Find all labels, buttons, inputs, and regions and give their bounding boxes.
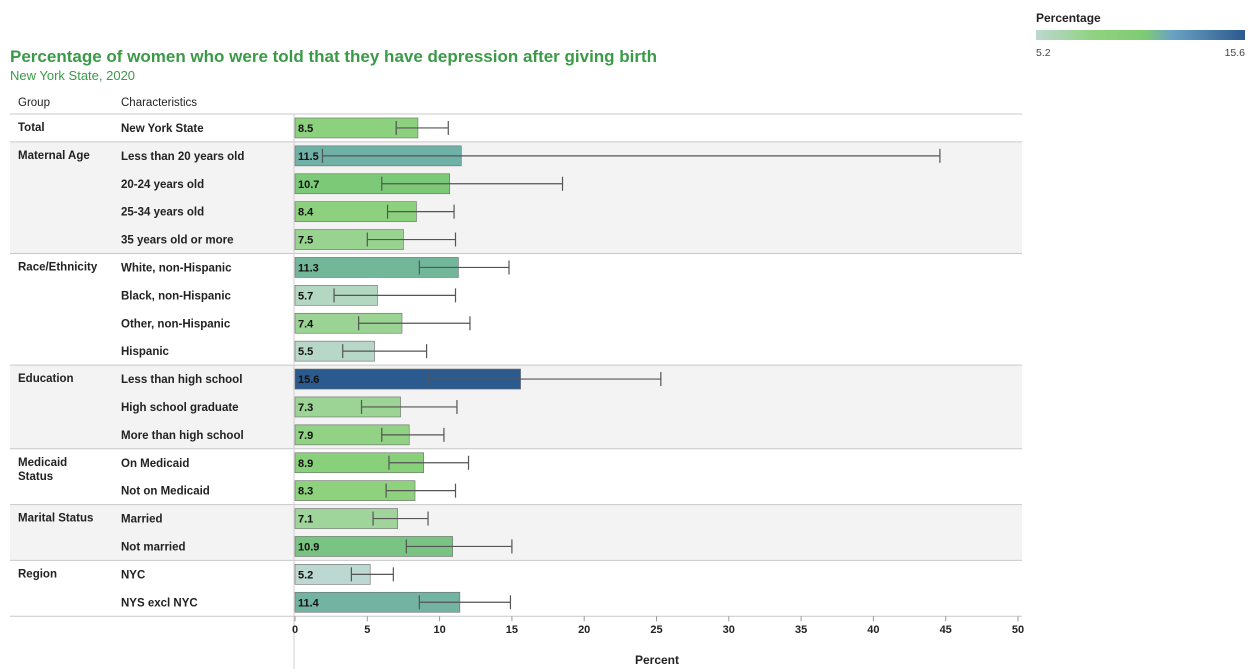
category-label: More than high school	[121, 430, 244, 442]
x-tick-label: 20	[578, 624, 590, 636]
group-label: Marital Status	[18, 513, 93, 525]
row-group: Total New York State 8.5	[10, 113, 1022, 142]
data-row: 35 years old or more 7.5	[121, 229, 457, 250]
data-row: Married 7.1	[121, 508, 429, 529]
data-row: White, non-Hispanic 11.3	[121, 257, 510, 278]
data-row: Less than high school 15.6	[121, 368, 662, 390]
data-label: 11.3	[298, 262, 319, 274]
data-row: Black, non-Hispanic 5.7	[121, 285, 457, 306]
data-label: 8.3	[298, 486, 313, 498]
data-label: 7.9	[298, 430, 313, 442]
data-row: On Medicaid 8.9	[121, 452, 470, 474]
data-row: NYC 5.2	[121, 564, 394, 585]
category-label: 25-34 years old	[121, 207, 204, 219]
row-group: Education Less than high school 15.6 High s…	[10, 364, 1022, 449]
data-label: 8.4	[298, 207, 314, 219]
group-band	[10, 560, 1022, 617]
row-group: Marital Status Married 7.1 Not married 10.9	[10, 504, 1022, 561]
chart-rows: Total New York State 8.5 Maternal Age Less t…	[10, 113, 1022, 617]
group-band	[10, 141, 1022, 254]
category-label: Hispanic	[121, 346, 170, 358]
category-label: NYS excl NYC	[121, 597, 198, 609]
group-label: Education	[18, 373, 74, 385]
category-label: On Medicaid	[121, 458, 189, 470]
legend-title: Percentage	[1036, 11, 1101, 25]
data-label: 5.5	[298, 346, 313, 358]
data-row: 20-24 years old 10.7	[121, 173, 564, 195]
data-label: 7.3	[298, 402, 313, 414]
data-label: 7.1	[298, 514, 313, 526]
data-row: 25-34 years old 8.4	[121, 201, 455, 222]
group-band	[10, 504, 1022, 561]
data-label: 5.2	[298, 569, 313, 581]
data-row: NYS excl NYC 11.4	[121, 591, 512, 613]
data-row: Not married 10.9	[121, 536, 513, 557]
x-tick-label: 45	[940, 624, 952, 636]
row-group: Medicaid Status On Medicaid 8.9 Not on Medic…	[10, 448, 1022, 505]
data-label: 11.4	[298, 597, 320, 609]
category-label: Married	[121, 514, 163, 526]
category-label: 20-24 years old	[121, 179, 204, 191]
row-group: Region NYC 5.2 NYS excl NYC 11.4	[10, 559, 1022, 617]
data-label: 8.5	[298, 123, 313, 135]
data-label: 7.4	[298, 318, 314, 330]
category-label: Not married	[121, 541, 186, 553]
data-label: 10.9	[298, 541, 319, 553]
x-tick-label: 10	[433, 624, 445, 636]
category-label: Not on Medicaid	[121, 486, 210, 498]
data-row: Other, non-Hispanic 7.4	[121, 312, 471, 334]
x-tick-label: 5	[364, 624, 370, 636]
group-label: Medicaid Status	[18, 457, 67, 483]
row-group: Maternal Age Less than 20 years old 11.5 20…	[10, 141, 1022, 254]
data-label: 8.9	[298, 458, 313, 470]
data-row: Hispanic 5.5	[121, 340, 428, 362]
legend: Percentage 5.2 15.6	[1036, 11, 1245, 59]
chart-title: Percentage of women who were told that t…	[10, 47, 657, 66]
group-label: Maternal Age	[18, 150, 90, 162]
group-label: Race/Ethnicity	[18, 262, 98, 274]
data-row: More than high school 7.9	[121, 424, 445, 446]
data-label: 10.7	[298, 179, 319, 191]
data-row: Not on Medicaid 8.3	[121, 480, 457, 501]
category-label: Other, non-Hispanic	[121, 318, 231, 330]
group-band	[10, 253, 1022, 366]
group-band	[10, 114, 1022, 142]
x-tick-label: 35	[795, 624, 807, 636]
group-band	[10, 448, 1022, 505]
category-label: New York State	[121, 123, 204, 135]
legend-color-ramp	[1036, 30, 1245, 40]
legend-min-label: 5.2	[1036, 47, 1051, 59]
x-tick-label: 15	[506, 624, 518, 636]
category-label: NYC	[121, 569, 145, 581]
x-tick-label: 0	[292, 624, 298, 636]
group-label: Region	[18, 568, 57, 580]
data-label: 7.5	[298, 235, 313, 247]
group-label: Total	[18, 122, 45, 134]
category-label: 35 years old or more	[121, 235, 234, 247]
category-label: Less than high school	[121, 374, 242, 386]
x-tick-label: 40	[867, 624, 879, 636]
category-label: White, non-Hispanic	[121, 262, 232, 274]
data-row: Less than 20 years old 11.5	[121, 145, 941, 167]
data-label: 11.5	[298, 151, 319, 163]
x-axis-label: Percent	[635, 653, 679, 667]
x-axis: 0 5 10 15 20 25 30 35 40 45 50	[292, 114, 1024, 669]
group-column-header: Group	[18, 97, 50, 109]
chart-subtitle: New York State, 2020	[10, 68, 135, 83]
characteristics-column-header: Characteristics	[121, 97, 197, 109]
data-label: 15.6	[298, 374, 319, 386]
x-tick-label: 50	[1012, 624, 1024, 636]
category-label: Less than 20 years old	[121, 151, 244, 163]
x-tick-label: 30	[723, 624, 735, 636]
data-label: 5.7	[298, 290, 313, 302]
x-tick-label: 25	[650, 624, 662, 636]
data-row: New York State 8.5	[121, 117, 449, 139]
row-group: Race/Ethnicity White, non-Hispanic 11.3 Bla…	[10, 253, 1022, 366]
data-row: High school graduate 7.3	[121, 396, 458, 418]
category-label: High school graduate	[121, 402, 239, 414]
category-label: Black, non-Hispanic	[121, 290, 232, 302]
legend-max-label: 15.6	[1225, 47, 1246, 59]
